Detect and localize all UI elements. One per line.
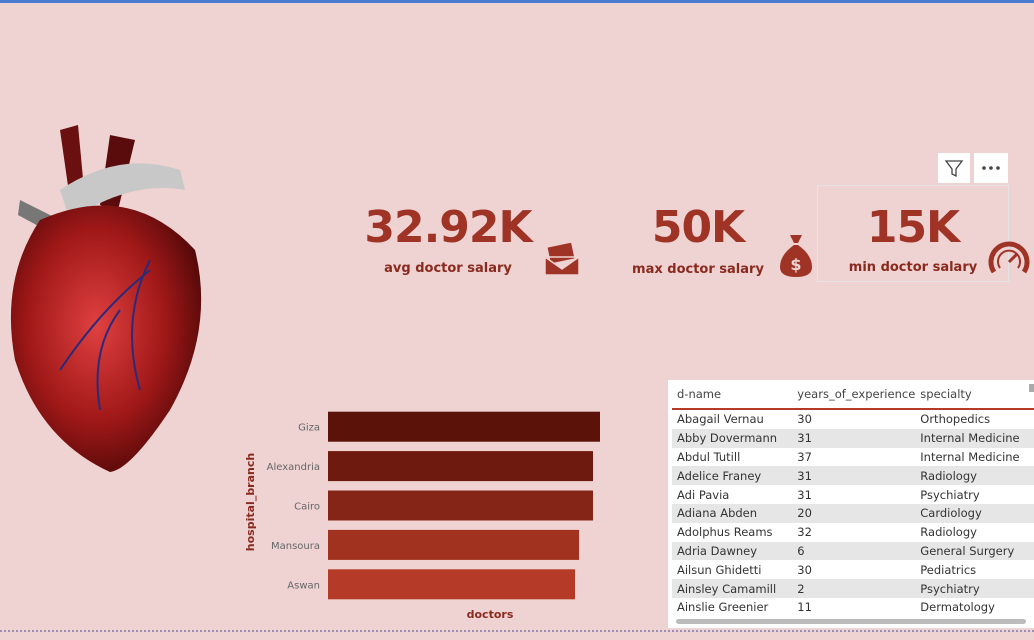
table-cell: Internal Medicine <box>920 449 1020 464</box>
column-header: years_of_experience <box>792 380 916 410</box>
table-row: Abby Dovermann 31 Internal Medicine <box>672 428 1034 448</box>
table-row: Adelice Franey 31 Radiology <box>672 466 1034 486</box>
table-cell: 37 <box>797 449 812 464</box>
y-tick-label: Giza <box>298 423 320 434</box>
table-cell: Abagail Vernau <box>677 412 764 427</box>
bar <box>328 529 579 560</box>
table-cell: Abby Dovermann <box>672 428 793 448</box>
table-cell: 2 <box>792 579 916 598</box>
bottom-border <box>0 630 1034 632</box>
kpi-label: avg doctor salary <box>384 261 512 276</box>
bar <box>328 411 600 442</box>
kpi-value: 32.92K <box>364 202 532 253</box>
table-cell: 31 <box>792 466 916 486</box>
table-row: Adria Dawney 6 General Surgery <box>672 541 1034 561</box>
gauge-icon <box>988 241 1030 274</box>
money-bag-icon: $ <box>780 235 812 277</box>
table-cell: Dermatology <box>920 600 995 615</box>
table-cell: Cardiology <box>915 503 1034 523</box>
aorta <box>60 163 185 220</box>
heart-image <box>10 125 202 473</box>
bar <box>328 569 575 600</box>
table-cell: General Surgery <box>915 541 1034 561</box>
heart <box>10 205 202 473</box>
table-cell: Psychiatry <box>920 487 980 502</box>
table-row: Adiana Abden 20 Cardiology <box>672 503 1034 523</box>
table-cell: Adria Dawney <box>672 541 793 561</box>
bar-chart: hospital_branch doctors Giza Alexandria Ca… <box>244 411 600 621</box>
table-cell: 31 <box>797 487 812 502</box>
y-tick-label: Alexandria <box>267 462 320 473</box>
kpi-value: 15K <box>866 202 960 253</box>
kpi-value: 50K <box>651 202 745 253</box>
filter-button[interactable] <box>938 153 970 183</box>
table-cell: Pediatrics <box>920 562 977 577</box>
table-cell: Ainsley Camamill <box>672 579 793 598</box>
y-tick-label: Cairo <box>294 502 320 513</box>
table-cell: Adelice Franey <box>672 466 793 486</box>
x-axis-title: doctors <box>467 608 514 621</box>
column-header: specialty <box>915 380 1034 410</box>
table-cell: Radiology <box>915 466 1034 486</box>
table-cell: Ailsun Ghidetti <box>677 562 762 577</box>
table-cell: Internal Medicine <box>915 428 1034 448</box>
table-cell: Adolphus Reams <box>677 525 773 540</box>
envelope-icon <box>544 243 580 276</box>
y-axis-title: hospital_branch <box>244 453 257 551</box>
table-cell: Adiana Abden <box>672 503 793 523</box>
table-cell: Radiology <box>920 525 977 540</box>
table-cell: 6 <box>792 541 916 561</box>
svg-text:$: $ <box>790 255 801 274</box>
table-cell: 30 <box>797 412 812 427</box>
bar <box>328 490 593 521</box>
kpi-card-border <box>817 185 1009 282</box>
table-row: Ainslie Greenier 11 Dermatology <box>672 598 1034 617</box>
table-cell: 30 <box>797 562 812 577</box>
bar <box>328 451 593 482</box>
veins <box>59 259 151 411</box>
table-cell: 11 <box>797 600 812 615</box>
table-cell: Adi Pavia <box>677 487 730 502</box>
table-row: Abagail Vernau 30 Orthopedics <box>672 409 1034 429</box>
table-cell: 31 <box>792 428 916 448</box>
more-options-button[interactable] <box>974 153 1008 183</box>
table-cell: Orthopedics <box>920 412 991 427</box>
kpi-label: min doctor salary <box>848 260 978 275</box>
table-cell: Abdul Tutill <box>677 449 741 464</box>
column-header: d-name <box>672 380 793 410</box>
table-row: Ainsley Camamill 2 Psychiatry <box>672 579 1034 598</box>
kpi-label: max doctor salary <box>632 262 764 277</box>
table-cell: Psychiatry <box>915 579 1034 598</box>
table-cell: Ainslie Greenier <box>677 600 769 615</box>
table-row: Abdul Tutill 37 Internal Medicine <box>672 448 1034 467</box>
y-tick-label: Mansoura <box>271 541 320 552</box>
y-tick-label: Aswan <box>287 580 320 591</box>
table-cell: 20 <box>792 503 916 523</box>
doctor-table: d-name years_of_experience specialty Abagai… <box>668 380 1034 628</box>
table-row: Adolphus Reams 32 Radiology <box>672 523 1034 542</box>
scrollbar <box>1029 384 1034 392</box>
table-cell: 32 <box>797 525 812 540</box>
table-row: Adi Pavia 31 Psychiatry <box>672 485 1034 504</box>
table: d-name years_of_experience specialty Abagai… <box>672 380 1034 617</box>
top-bar <box>0 0 1034 3</box>
scrollbar <box>676 619 1026 624</box>
table-row: Ailsun Ghidetti 30 Pediatrics <box>672 560 1034 579</box>
